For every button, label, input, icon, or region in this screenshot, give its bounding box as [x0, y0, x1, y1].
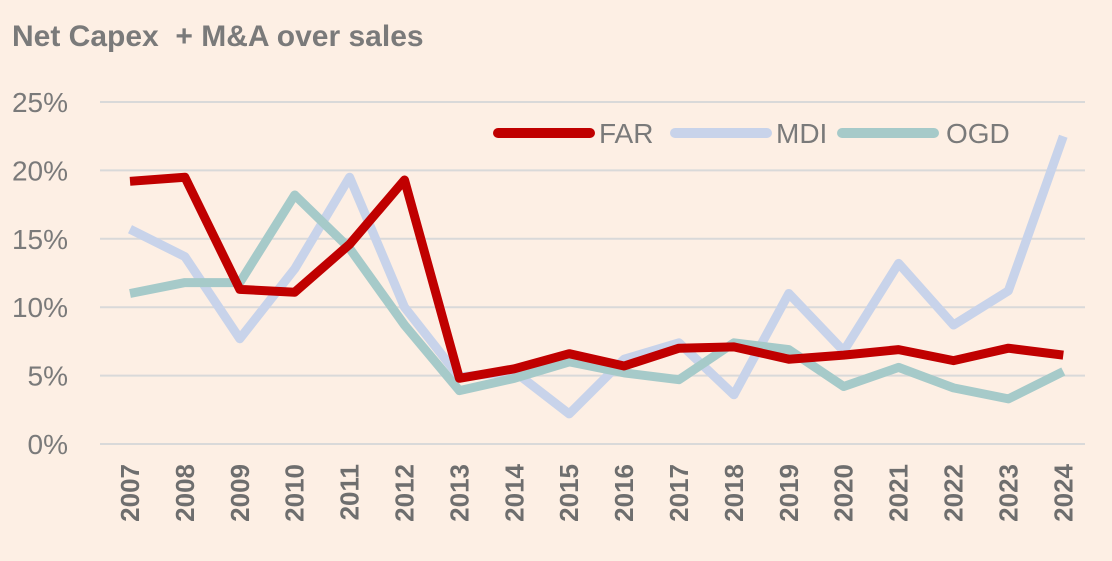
x-tick-label: 2011	[335, 464, 365, 520]
y-tick-label: 0%	[28, 429, 68, 460]
series-line-ogd	[129, 190, 1066, 404]
x-tick-label: 2008	[170, 464, 200, 522]
x-tick-label: 2014	[499, 463, 529, 521]
x-tick-label: 2013	[444, 464, 474, 522]
x-tick-label: 2007	[115, 464, 145, 522]
x-tick-label: 2017	[664, 464, 694, 522]
y-tick-label: 25%	[12, 87, 68, 118]
x-tick-label: 2020	[829, 464, 859, 522]
legend-label-ogd: OGD	[946, 118, 1010, 149]
y-axis-ticks: 0% 5% 10% 15% 20% 25%	[12, 87, 68, 460]
x-tick-label: 2024	[1048, 463, 1078, 521]
x-tick-label: 2016	[609, 464, 639, 522]
chart-title: Net Capex + M&A over sales	[12, 20, 424, 53]
legend-label-far: FAR	[599, 118, 653, 149]
legend: FAR MDI OGD	[493, 118, 1010, 149]
x-tick-label: 2010	[280, 464, 310, 522]
x-tick-label: 2023	[993, 464, 1023, 522]
x-tick-label: 2012	[390, 464, 420, 522]
x-tick-label: 2022	[939, 464, 969, 522]
y-tick-label: 20%	[12, 155, 68, 186]
x-tick-label: 2009	[225, 464, 255, 522]
y-tick-label: 5%	[28, 361, 68, 392]
series-line-far	[129, 172, 1064, 383]
series-lines	[127, 134, 1068, 419]
x-tick-label: 2021	[884, 464, 914, 522]
series-line-mdi	[127, 134, 1068, 419]
x-tick-label: 2018	[719, 464, 749, 522]
x-tick-label: 2019	[774, 464, 804, 522]
y-tick-label: 10%	[12, 292, 68, 323]
x-tick-label: 2015	[554, 464, 584, 522]
legend-label-mdi: MDI	[776, 118, 827, 149]
x-axis-ticks: 2007 2008 2009 2010 2011 2012 2013 2014 2015 2016…	[115, 463, 1078, 521]
y-tick-label: 15%	[12, 224, 68, 255]
